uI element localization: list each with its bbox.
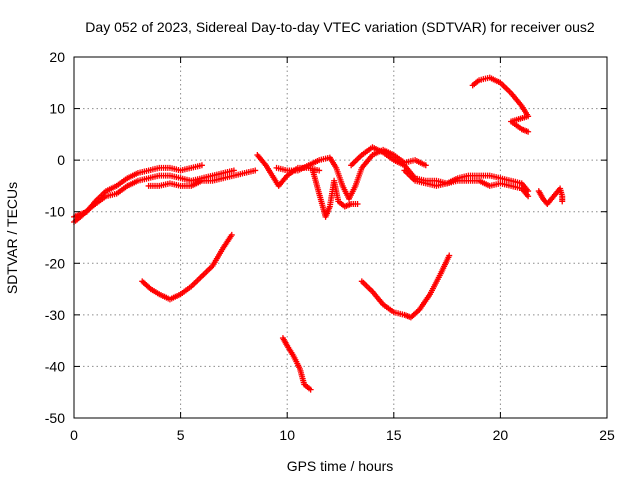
data-marks: [71, 74, 566, 393]
x-tick-label: 20: [493, 427, 509, 443]
data-point: [252, 167, 259, 174]
y-tick-label: -20: [45, 255, 65, 271]
tick-labels: 0 5 10 15 20 25 -50 -40 -30 -20 -10 0 10 20: [45, 49, 615, 443]
data-point: [198, 162, 205, 169]
series-band-g: [348, 144, 532, 195]
data-point: [446, 252, 453, 259]
grid: [74, 57, 607, 418]
data-point: [525, 193, 532, 200]
x-axis-label: GPS time / hours: [287, 458, 394, 474]
data-point: [559, 198, 566, 205]
y-tick-label: -30: [45, 307, 65, 323]
series-band-h: [401, 167, 532, 200]
data-point: [228, 231, 235, 238]
series-band-c: [145, 167, 259, 189]
series-band-b: [71, 167, 237, 226]
y-tick-label: 0: [57, 152, 65, 168]
y-tick-label: -50: [45, 410, 65, 426]
chart-title: Day 052 of 2023, Sidereal Day-to-day VTE…: [85, 19, 595, 35]
y-axis-label: SDTVAR / TECUs: [4, 182, 20, 294]
series-arc-morning: [139, 231, 235, 303]
data-point: [422, 162, 429, 169]
x-tick-label: 5: [177, 427, 185, 443]
series-band-f: [309, 167, 361, 220]
y-tick-label: 20: [49, 49, 65, 65]
plot-frame: [73, 56, 608, 419]
series-arc-late-right: [535, 185, 566, 207]
x-tick-label: 15: [386, 427, 402, 443]
y-tick-label: 10: [49, 101, 65, 117]
y-tick-label: -10: [45, 204, 65, 220]
axis-ticks: [73, 56, 608, 419]
data-point: [316, 167, 323, 174]
data-point: [230, 167, 237, 174]
data-point: [307, 386, 314, 393]
series-arc-midday: [279, 335, 314, 393]
y-tick-label: -40: [45, 358, 65, 374]
x-tick-label: 0: [70, 427, 78, 443]
x-tick-label: 10: [279, 427, 295, 443]
series-band-e: [273, 146, 429, 202]
x-tick-label: 25: [599, 427, 615, 443]
series-arc-afternoon: [358, 252, 453, 321]
series-arc-evening: [469, 74, 532, 135]
data-point: [354, 200, 361, 207]
data-point: [525, 128, 532, 135]
